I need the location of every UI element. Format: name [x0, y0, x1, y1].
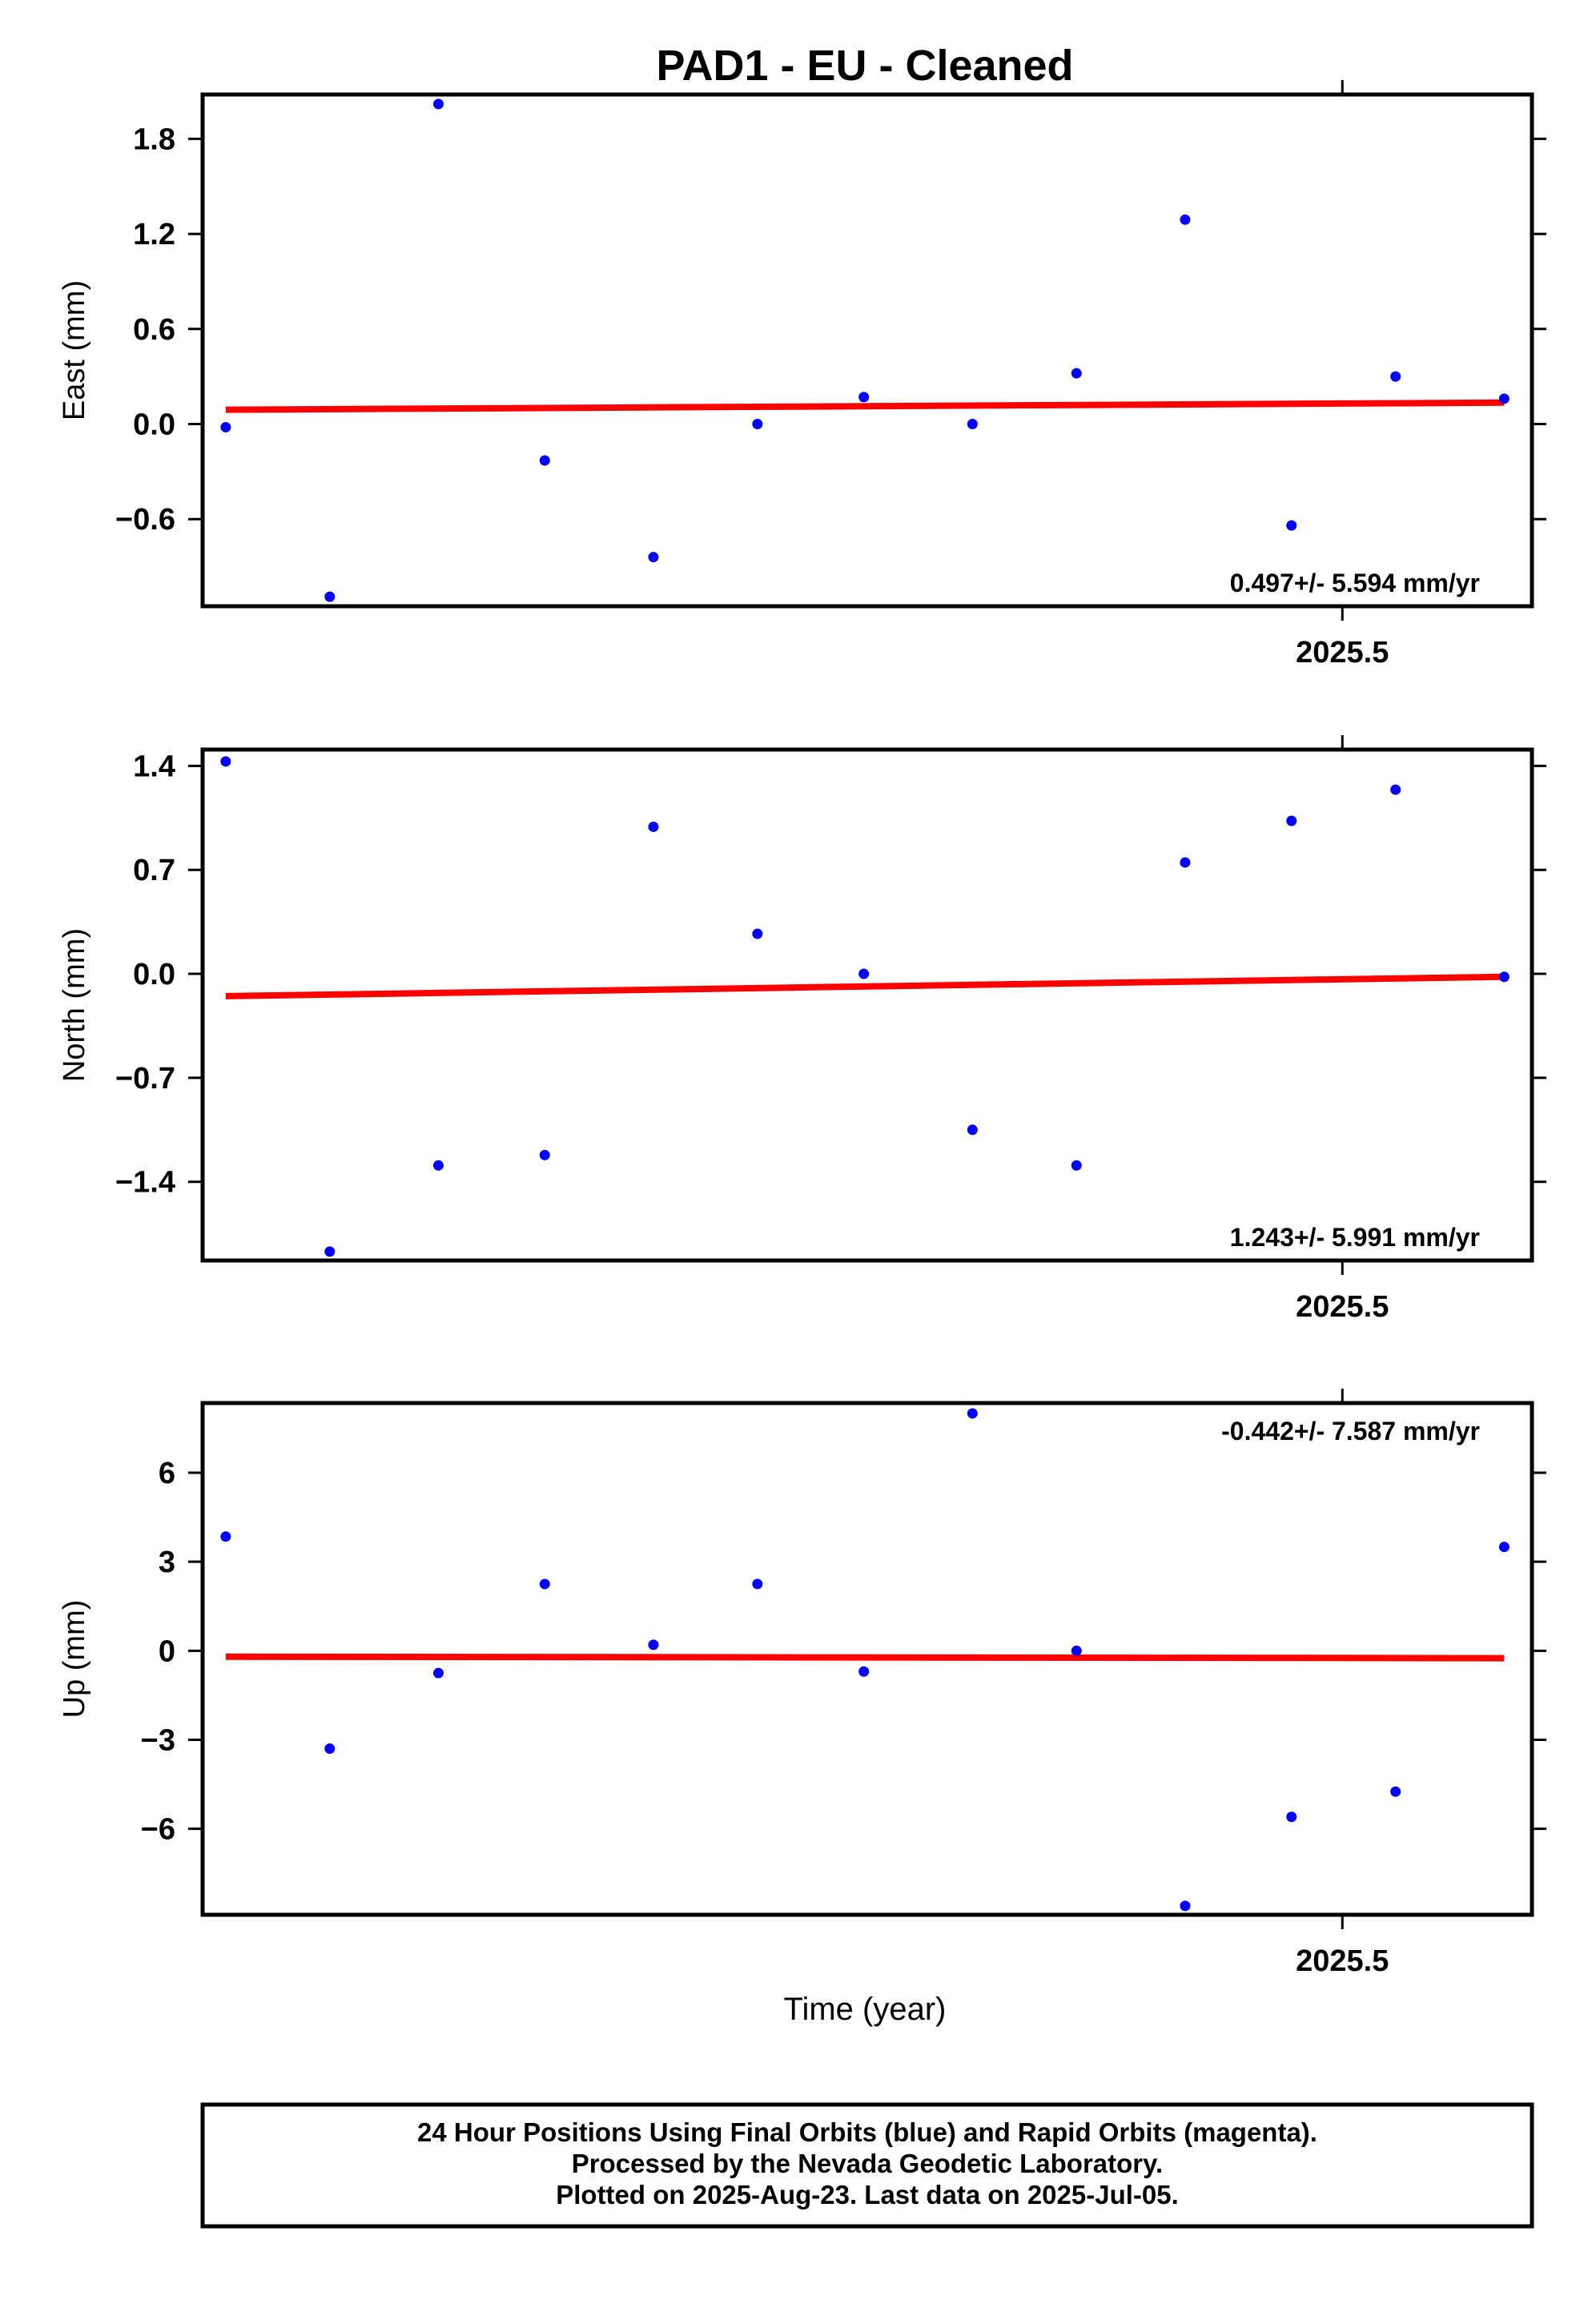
up-data-point: [1286, 1811, 1297, 1823]
east-trend-line: [225, 399, 1505, 413]
north-data-point: [539, 1149, 550, 1160]
east-ytick-label: 0.0: [133, 408, 175, 441]
up-data-point: [752, 1578, 763, 1590]
north-rate-label: 1.243+/- 5.991 mm/yr: [1230, 1223, 1480, 1252]
up-data-point: [539, 1578, 550, 1590]
east-plot-frame: [200, 92, 1534, 609]
up-ytick-label: −6: [141, 1813, 175, 1847]
north-data-point: [967, 1124, 978, 1136]
up-data-point: [648, 1639, 659, 1651]
north-data-point: [432, 1160, 444, 1171]
east-data-point: [1180, 214, 1191, 225]
north-ytick-label: 0.0: [133, 958, 175, 991]
north-data-point: [858, 968, 870, 979]
up-data-point: [1180, 1900, 1191, 1912]
up-y-axis-label: Up (mm): [58, 1600, 91, 1719]
north-data-point: [1390, 784, 1401, 795]
east-data-point: [220, 421, 231, 432]
up-ytick-label: 6: [159, 1457, 175, 1490]
north-ytick-label: −1.4: [115, 1166, 175, 1200]
east-data-point: [1071, 368, 1082, 379]
east-xtick-label: 2025.5: [1296, 636, 1389, 669]
east-data-point: [1498, 393, 1510, 404]
north-data-point: [648, 821, 659, 832]
north-ytick-label: −0.7: [115, 1062, 175, 1096]
east-ytick-label: 0.6: [133, 313, 175, 347]
footer-box: 24 Hour Positions Using Final Orbits (bl…: [200, 2102, 1534, 2229]
east-data-point: [752, 418, 763, 429]
east-data-point: [858, 392, 870, 403]
up-ytick-label: 0: [159, 1634, 175, 1668]
east-y-axis-label: East (mm): [58, 280, 91, 420]
up-data-point: [1498, 1542, 1510, 1553]
footer-line-1: 24 Hour Positions Using Final Orbits (bl…: [417, 2117, 1317, 2147]
up-plot-frame: [200, 1401, 1534, 1917]
panels: 1.8 1.2 0.6 0.0 −0.6 2025.5 East (mm) 0.497+/- …: [58, 80, 1546, 1978]
up-trend-line: [225, 1653, 1505, 1662]
panel-up: 6 3 0 −3 −6 2025.5 Up (mm) -0.442+/- 7.587 mm/y…: [58, 1389, 1546, 1978]
north-data-point: [1180, 857, 1191, 868]
north-ytick-label: 1.4: [133, 750, 175, 783]
north-ytick-label: 0.7: [133, 854, 175, 887]
up-ytick-label: −3: [141, 1723, 175, 1757]
east-ytick-label: 1.2: [133, 218, 175, 251]
east-data-point: [1286, 520, 1297, 531]
footer-line-2: Processed by the Nevada Geodetic Laborat…: [572, 2149, 1163, 2178]
east-data-point: [432, 99, 444, 110]
panel-north: 1.4 0.7 0.0 −0.7 −1.4 2025.5 North (mm) 1.243+/…: [58, 735, 1546, 1324]
footer-line-3: Plotted on 2025-Aug-23. Last data on 202…: [556, 2180, 1179, 2209]
north-xtick-label: 2025.5: [1296, 1290, 1389, 1324]
chart-title: PAD1 - EU - Cleaned: [656, 42, 1073, 90]
x-axis-title: Time (year): [784, 1992, 947, 2027]
up-xtick-label: 2025.5: [1296, 1944, 1389, 1978]
east-data-point: [1390, 371, 1401, 382]
north-plot-frame: [200, 747, 1534, 1263]
up-data-point: [324, 1743, 336, 1755]
east-data-point: [967, 418, 978, 429]
north-trend-line: [225, 973, 1505, 999]
up-ytick-label: 3: [159, 1546, 175, 1579]
east-ytick-label: −0.6: [115, 503, 175, 537]
up-rate-label: -0.442+/- 7.587 mm/yr: [1221, 1417, 1480, 1445]
panel-east: 1.8 1.2 0.6 0.0 −0.6 2025.5 East (mm) 0.497+/- …: [58, 80, 1546, 669]
north-data-point: [1498, 971, 1510, 983]
east-data-point: [324, 591, 336, 602]
up-data-point: [858, 1666, 870, 1677]
east-data-point: [648, 552, 659, 563]
north-data-point: [324, 1246, 336, 1257]
up-data-point: [967, 1408, 978, 1419]
east-data-point: [539, 455, 550, 466]
north-data-point: [1286, 815, 1297, 826]
north-data-point: [752, 928, 763, 939]
east-rate-label: 0.497+/- 5.594 mm/yr: [1230, 569, 1480, 597]
up-data-point: [1071, 1645, 1082, 1656]
up-data-point: [432, 1667, 444, 1679]
east-ytick-label: 1.8: [133, 123, 175, 156]
north-y-axis-label: North (mm): [58, 928, 91, 1082]
north-data-point: [220, 756, 231, 767]
north-data-point: [1071, 1160, 1082, 1171]
up-data-point: [220, 1531, 231, 1542]
up-data-point: [1390, 1786, 1401, 1797]
